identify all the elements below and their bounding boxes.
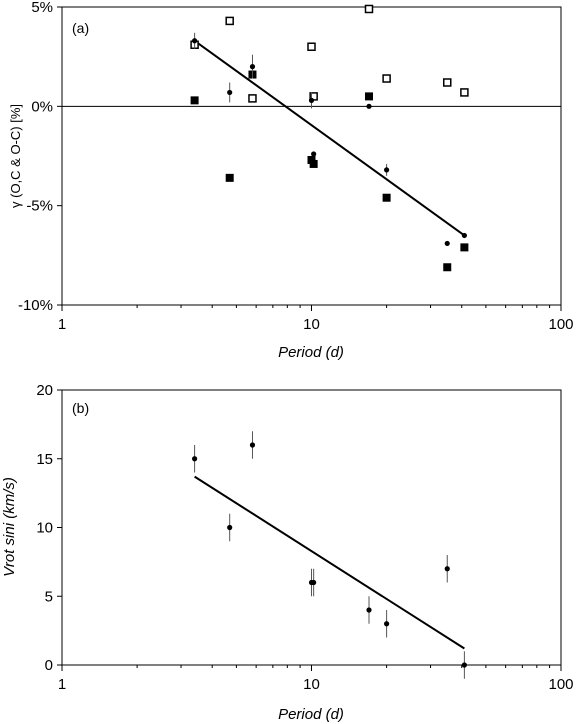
panel-a-x-tick-label: 10 xyxy=(303,316,320,333)
panel-a-dot-point xyxy=(308,97,315,103)
panel-b-dot-point xyxy=(461,662,467,668)
panel-b-y-tick-label: 5 xyxy=(45,588,53,605)
panel-a-dot-point xyxy=(461,232,467,239)
panel-a-dot-point xyxy=(384,167,390,173)
panel-b-x-tick-label: 10 xyxy=(303,676,320,693)
panel-b-ylabel: Vrot sini (km/s) xyxy=(1,477,18,577)
panel-b-dot-point xyxy=(227,524,233,531)
panel-b-dot-point xyxy=(311,579,317,586)
panel-a-open-square-point xyxy=(225,16,234,26)
panel-b-dot-point xyxy=(444,566,450,572)
panel-b-x-tick-label: 100 xyxy=(548,676,573,693)
plot-area-b xyxy=(61,389,562,666)
panel-a-open-square-point xyxy=(307,42,316,51)
panel-a-filled-square-point xyxy=(382,193,391,202)
panel-a-open-square-point xyxy=(442,78,452,87)
panel-a-y-tick-label: -10% xyxy=(18,297,53,314)
panel-a-filled-square-point xyxy=(443,263,452,272)
panel-b: 0 5 10 15 20 1 10 100 (b) Period (d) Vrot sini … xyxy=(1,382,574,723)
panel-a-fit-line xyxy=(194,39,465,237)
panel-b-y-tick-label: 10 xyxy=(36,520,53,537)
panel-b-dot-point xyxy=(366,607,372,613)
panel-a-marks: 5% 0% -5% -10% 1 10 100 xyxy=(18,0,574,333)
panel-b-dot-point xyxy=(192,456,198,462)
panel-b-y-tick-label: 0 xyxy=(45,657,53,674)
panel-a-filled-square-point xyxy=(190,96,199,105)
panel-a-x-tick-label: 1 xyxy=(58,316,66,333)
panel-a: 5% 0% -5% -10% 1 10 100 (a) Period (d) γ (O,C … xyxy=(8,0,574,361)
panel-a-dot-point xyxy=(227,89,233,96)
panel-a-dot-point xyxy=(366,103,372,109)
panel-a-dot-point xyxy=(192,38,198,44)
panel-a-x-tick-label: 100 xyxy=(548,316,573,333)
panel-b-x-tick-label: 1 xyxy=(58,676,66,693)
panel-b-dot-point xyxy=(249,442,256,448)
panel-a-ylabel: γ (O,C & O-C) [%] xyxy=(8,104,23,208)
panel-a-filled-square-point xyxy=(364,92,373,101)
panel-a-y-tick-label: -5% xyxy=(26,198,53,215)
panel-a-y-tick-label: 5% xyxy=(31,0,53,16)
panel-a-open-square-point xyxy=(460,88,469,97)
panel-a-filled-square-point xyxy=(309,159,318,168)
panel-a-open-square-point xyxy=(382,74,391,83)
panel-b-label: (b) xyxy=(72,400,89,416)
panel-b-y-tick-label: 20 xyxy=(36,382,53,399)
panel-a-dot-point xyxy=(444,240,450,247)
panel-a-filled-square-point xyxy=(460,243,469,252)
panel-b-fit-line xyxy=(194,475,465,650)
panel-b-dot-point xyxy=(384,621,390,627)
panel-a-open-square-point xyxy=(364,4,374,14)
panel-b-xlabel: Period (d) xyxy=(278,706,344,723)
panel-a-xlabel: Period (d) xyxy=(278,344,344,361)
panel-a-dot-point xyxy=(311,151,317,157)
panel-b-y-tick-label: 15 xyxy=(36,451,53,468)
panel-a-dot-point xyxy=(249,64,256,70)
panel-a-filled-square-point xyxy=(225,173,234,182)
panel-a-open-square-point xyxy=(248,94,257,103)
panel-b-marks: 0 5 10 15 20 1 10 100 xyxy=(36,382,573,693)
panel-a-y-tick-label: 0% xyxy=(31,98,53,115)
panel-a-label: (a) xyxy=(72,20,89,36)
